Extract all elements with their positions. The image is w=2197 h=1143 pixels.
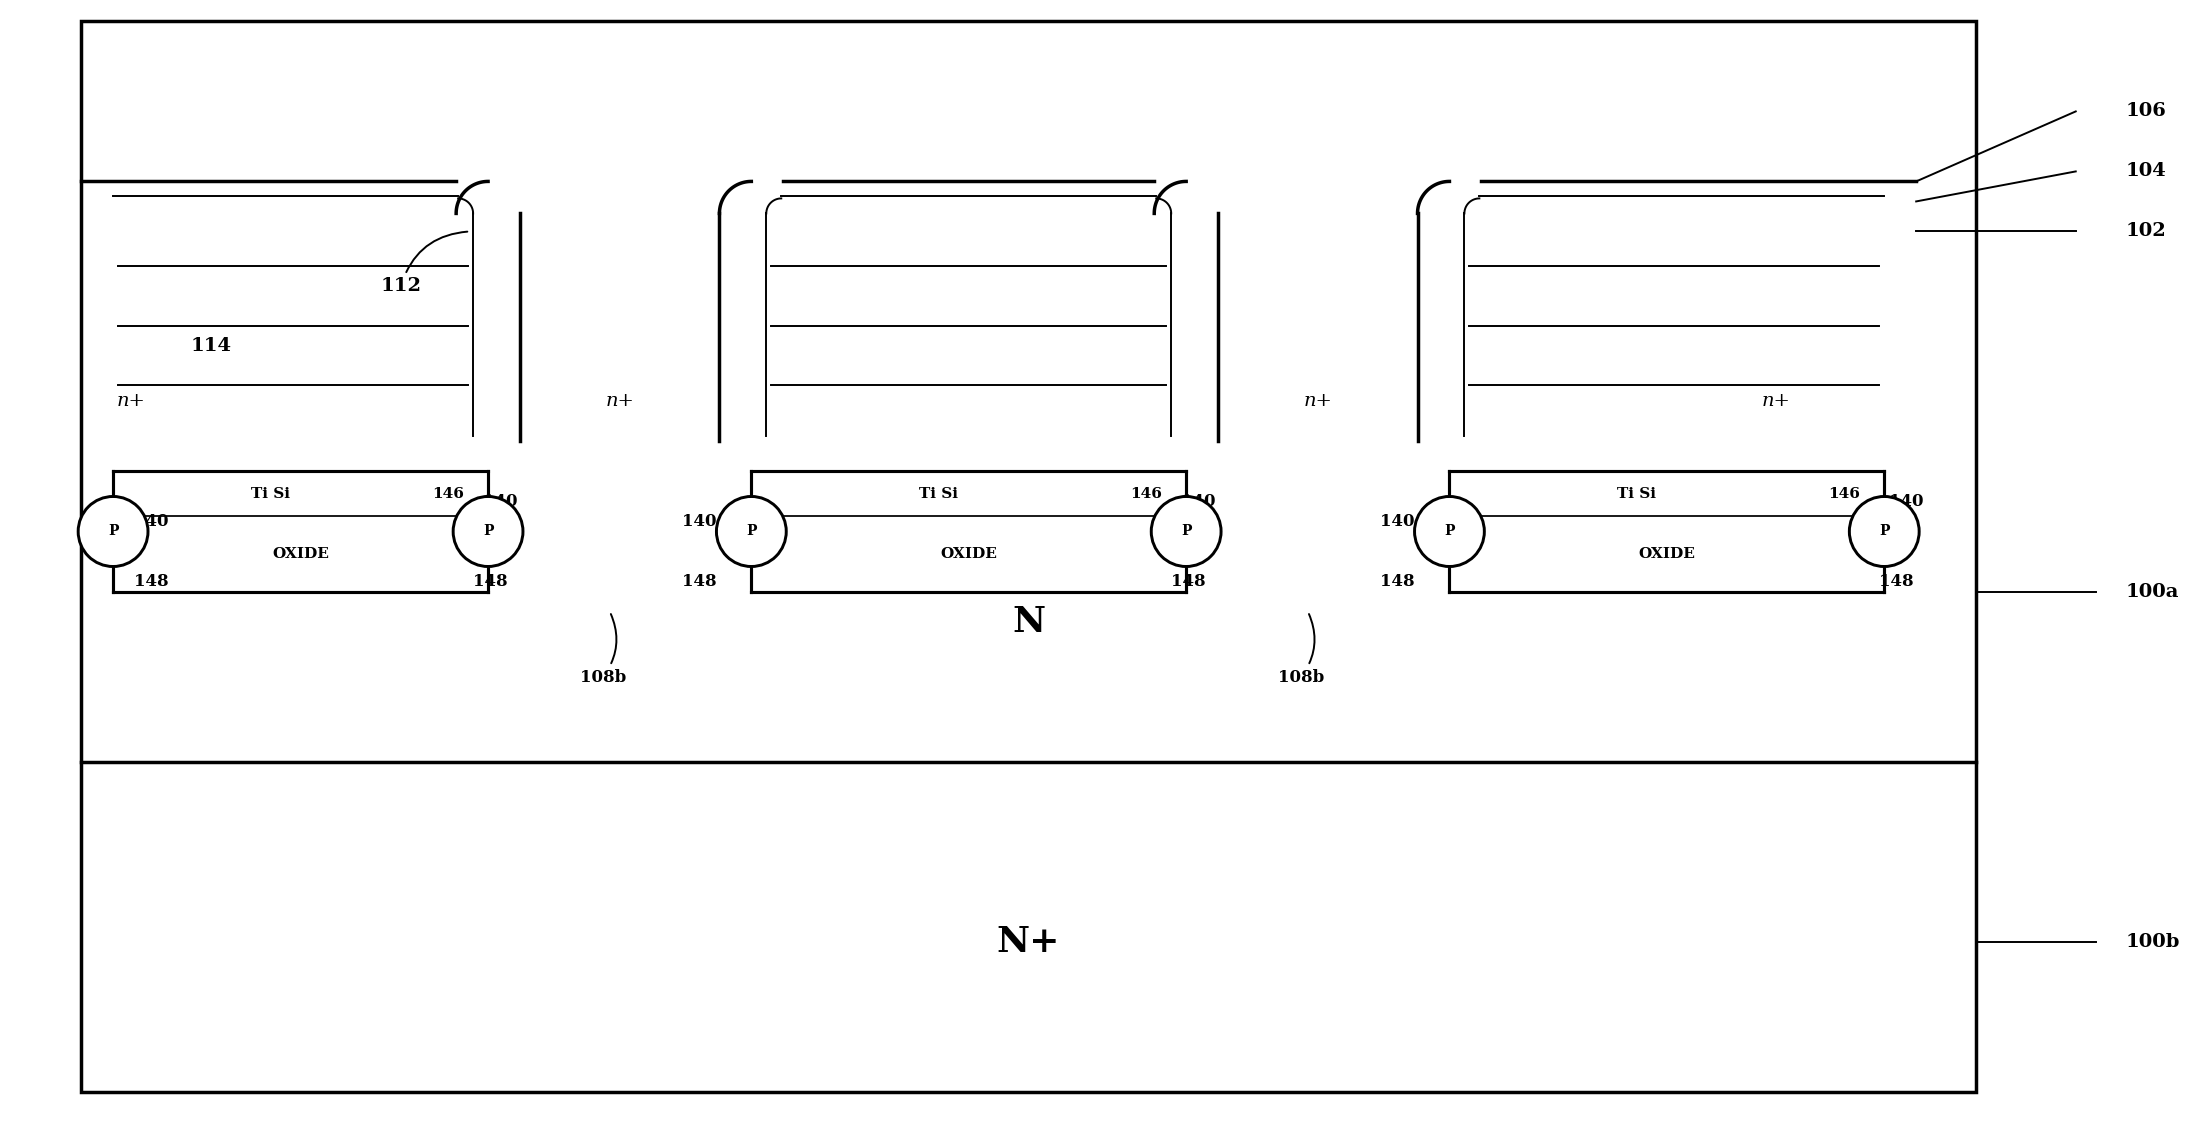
Text: n+: n+ xyxy=(604,392,635,410)
Text: 148: 148 xyxy=(134,573,169,590)
Text: 146: 146 xyxy=(1129,487,1162,501)
Text: P: P xyxy=(747,525,756,538)
Text: 148: 148 xyxy=(1878,573,1914,590)
Text: 148: 148 xyxy=(1171,573,1206,590)
Circle shape xyxy=(79,496,147,567)
Text: 140: 140 xyxy=(1380,513,1415,530)
Text: P: P xyxy=(1443,525,1454,538)
Text: N+: N+ xyxy=(997,925,1061,959)
Text: n+: n+ xyxy=(1762,392,1791,410)
Text: 114: 114 xyxy=(191,337,233,355)
Text: P: P xyxy=(483,525,494,538)
Text: 100b: 100b xyxy=(2127,933,2179,951)
Text: 148: 148 xyxy=(1380,573,1415,590)
Text: 112: 112 xyxy=(380,232,468,295)
Text: P: P xyxy=(108,525,119,538)
Text: 100a: 100a xyxy=(2127,583,2179,600)
Text: Ti Si: Ti Si xyxy=(1617,487,1657,501)
Text: OXIDE: OXIDE xyxy=(272,547,330,561)
Text: 106: 106 xyxy=(2127,103,2166,120)
Text: OXIDE: OXIDE xyxy=(940,547,997,561)
Text: 148: 148 xyxy=(472,573,508,590)
Bar xyxy=(81,22,1975,1092)
Text: 102: 102 xyxy=(2127,223,2166,240)
Circle shape xyxy=(1415,496,1485,567)
Text: 108b: 108b xyxy=(580,614,626,686)
Circle shape xyxy=(453,496,523,567)
Text: n+: n+ xyxy=(116,392,145,410)
Text: 140: 140 xyxy=(1889,493,1922,510)
Circle shape xyxy=(1850,496,1920,567)
Text: 140: 140 xyxy=(483,493,516,510)
Text: 104: 104 xyxy=(2127,162,2166,181)
Text: Ti Si: Ti Si xyxy=(918,487,958,501)
Text: 140: 140 xyxy=(683,513,716,530)
Text: n+: n+ xyxy=(1303,392,1331,410)
Text: 108b: 108b xyxy=(1279,614,1325,686)
Text: OXIDE: OXIDE xyxy=(1639,547,1696,561)
Text: N: N xyxy=(1013,605,1046,639)
Text: Ti Si: Ti Si xyxy=(250,487,290,501)
Text: 148: 148 xyxy=(683,573,716,590)
Text: P: P xyxy=(1182,525,1191,538)
Text: 146: 146 xyxy=(433,487,464,501)
Circle shape xyxy=(1151,496,1222,567)
Text: 146: 146 xyxy=(1828,487,1861,501)
Text: 140: 140 xyxy=(134,513,169,530)
Text: P: P xyxy=(1878,525,1889,538)
Circle shape xyxy=(716,496,787,567)
Text: 140: 140 xyxy=(1180,493,1215,510)
